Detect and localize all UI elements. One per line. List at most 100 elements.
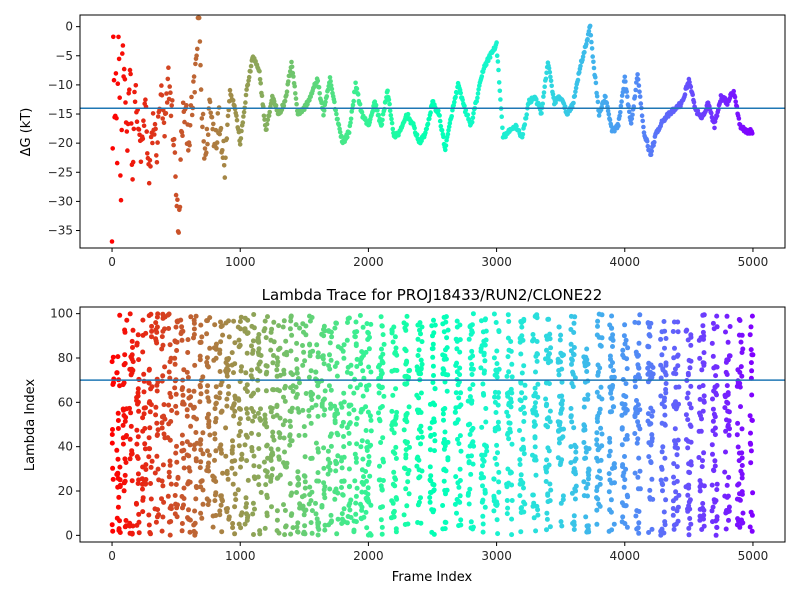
lambda-point <box>684 395 690 401</box>
lambda-point <box>166 519 172 525</box>
lambda-point <box>586 476 591 482</box>
lambda-point <box>184 439 190 445</box>
lambda-point <box>557 337 563 343</box>
lambda-point <box>242 315 248 321</box>
lambda-point <box>645 344 651 350</box>
lambda-point <box>366 382 372 388</box>
dg-point <box>287 73 292 78</box>
dg-point <box>499 114 505 119</box>
lambda-point <box>739 455 745 461</box>
lambda-point <box>709 340 715 346</box>
lambda-point <box>217 347 223 353</box>
lambda-point <box>236 433 242 439</box>
lambda-point <box>688 521 694 527</box>
lambda-point <box>148 386 154 392</box>
lambda-point <box>402 346 408 352</box>
lambda-point <box>321 480 327 486</box>
lambda-point <box>360 324 366 330</box>
lambda-point <box>663 497 669 503</box>
dg-point <box>546 65 552 71</box>
lambda-point <box>359 438 365 444</box>
lambda-y-axis-label: Lambda Index <box>23 379 38 472</box>
lambda-point <box>734 496 740 502</box>
lambda-point <box>274 404 280 410</box>
lambda-point <box>135 456 141 461</box>
lambda-point <box>154 329 160 335</box>
lambda-point <box>457 372 463 378</box>
lambda-point <box>159 496 164 502</box>
lambda-point <box>700 505 706 511</box>
lambda-point <box>509 516 515 522</box>
lambda-point <box>159 420 165 426</box>
lambda-point <box>415 454 421 460</box>
dg-point <box>200 124 205 130</box>
lambda-point <box>699 464 705 470</box>
lambda-point <box>624 492 630 498</box>
x-tick-label: 1000 <box>225 255 256 269</box>
lambda-point <box>110 427 115 432</box>
lambda-point <box>166 469 172 475</box>
lambda-point <box>492 372 498 378</box>
lambda-point <box>547 498 553 504</box>
lambda-point <box>155 466 161 472</box>
lambda-point <box>224 356 230 362</box>
lambda-point <box>505 354 511 360</box>
lambda-point <box>483 443 489 449</box>
lambda-point <box>269 450 275 456</box>
lambda-point <box>360 393 366 399</box>
dg-point <box>412 125 417 131</box>
lambda-point <box>493 410 499 415</box>
lambda-point <box>213 419 218 425</box>
lambda-point <box>415 336 421 342</box>
x-tick-label: 5000 <box>738 255 769 269</box>
lambda-point <box>445 439 451 445</box>
lambda-point <box>154 420 160 426</box>
dg-point <box>437 113 442 118</box>
lambda-point <box>333 468 339 474</box>
dg-point <box>640 118 645 124</box>
lambda-point <box>391 508 397 514</box>
lambda-point <box>200 430 206 436</box>
lambda-point <box>341 444 347 450</box>
lambda-point <box>506 319 512 324</box>
lambda-point <box>467 443 473 449</box>
lambda-point <box>440 321 446 327</box>
lambda-point <box>739 332 745 338</box>
lambda-point <box>220 470 226 476</box>
dg-point <box>265 117 271 123</box>
dg-point <box>652 139 657 145</box>
lambda-point <box>622 341 628 347</box>
lambda-point <box>427 447 433 453</box>
lambda-point <box>270 434 276 439</box>
lambda-point <box>347 483 353 489</box>
dg-point <box>114 115 119 121</box>
lambda-point <box>390 449 396 455</box>
lambda-point <box>557 436 562 442</box>
lambda-point <box>276 456 282 462</box>
lambda-point <box>671 480 677 486</box>
lambda-point <box>297 380 302 386</box>
lambda-point <box>347 507 353 513</box>
dg-point <box>201 139 206 144</box>
lambda-point <box>252 506 257 512</box>
lambda-point <box>198 339 204 345</box>
lambda-point <box>193 313 199 319</box>
lambda-point <box>287 432 293 438</box>
dg-point <box>321 108 327 113</box>
lambda-point <box>339 455 345 461</box>
lambda-point <box>197 353 203 359</box>
lambda-point <box>504 498 510 503</box>
lambda-point <box>663 387 669 392</box>
lambda-point <box>353 493 359 499</box>
lambda-point <box>159 346 165 352</box>
lambda-point <box>302 479 308 485</box>
lambda-point <box>479 343 485 349</box>
lambda-point <box>559 366 565 372</box>
dg-point <box>328 79 333 84</box>
lambda-point <box>465 453 471 459</box>
lambda-point <box>687 506 693 512</box>
lambda-point <box>518 529 524 535</box>
lambda-point <box>249 343 254 349</box>
lambda-point <box>251 474 257 480</box>
lambda-point <box>353 341 359 347</box>
